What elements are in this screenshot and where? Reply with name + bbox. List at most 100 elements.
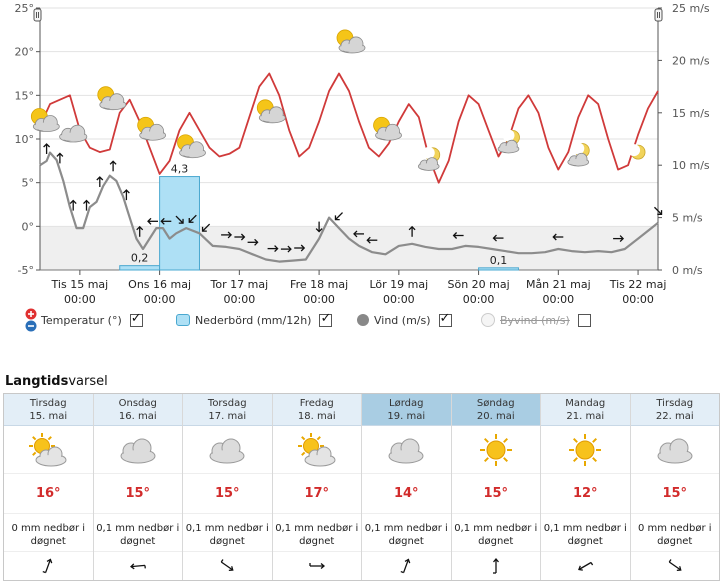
day-name: Tirsdag [656, 398, 694, 409]
day-date: 21. mai [566, 411, 605, 422]
scroll-handle-left[interactable] [33, 8, 42, 22]
sun-cloud-icon [4, 430, 93, 473]
day-date: 22. mai [655, 411, 694, 422]
forecast-day-card[interactable]: Onsdag 16. mai 15° 0,1 mm nedbør i døgnet [93, 394, 183, 580]
x-tick-label-time: 00:00 [224, 293, 256, 305]
cloud-icon [94, 430, 183, 473]
wind-direction-icon [451, 551, 540, 580]
forecast-day-card[interactable]: Søndag 20. mai 15° 0,1 mm nedbør i døgnet [451, 394, 541, 580]
x-tick-label-time: 00:00 [303, 293, 335, 305]
wind-direction-icon [362, 551, 451, 580]
day-temperature: 14° [362, 472, 451, 515]
moon-icon [628, 144, 646, 160]
wind-direction-icon [541, 551, 630, 580]
forecast-day-card[interactable]: Fredag 18. mai 17° 0,1 mm nedbør i døgnet [272, 394, 362, 580]
wind-direction-icon [272, 551, 361, 580]
wind-arrow-icon [267, 245, 279, 253]
y-tick-label-right: 20 m/s [672, 54, 710, 67]
chart-legend: Temperatur (°) Nederbörd (mm/12h) Vind (… [24, 308, 714, 338]
day-precip-line1: 0,1 mm nedbør i [364, 523, 448, 535]
legend-precip-label: Nederbörd (mm/12h) [195, 313, 312, 327]
cloud-icon [362, 430, 451, 473]
forecast-day-card[interactable]: Torsdag 17. mai 15° 0,1 mm nedbør i døgnet [183, 394, 273, 580]
wind-arrow-icon [136, 225, 144, 237]
day-temperature: 16° [4, 472, 93, 515]
wind-direction-icon [4, 551, 93, 580]
y-tick-label-left: 10° [15, 133, 35, 146]
day-precip-line1: 0,1 mm nedbør i [96, 523, 180, 535]
x-tick-label-time: 00:00 [383, 293, 415, 305]
day-precip-line2: døgnet [478, 536, 514, 548]
legend-wind[interactable]: Vind (m/s) [357, 308, 452, 332]
day-header: Lørdag 19. mai [362, 394, 451, 426]
longterm-title-rest: varsel [68, 374, 108, 389]
legend-temperature[interactable]: Temperatur (°) [24, 308, 143, 332]
wind-arrow-icon [201, 223, 211, 232]
wind-arrow-icon [188, 214, 197, 223]
wind-arrow-icon [56, 152, 64, 164]
longterm-title: Langtidsvarsel [5, 374, 108, 389]
wind-arrow-icon [654, 206, 663, 215]
moon-cloud-icon [417, 146, 441, 171]
wind-arrow-icon [69, 199, 77, 211]
wind-arrow-icon [613, 235, 625, 243]
x-tick-label-day: Tis 15 maj [51, 278, 109, 291]
x-tick-label-day: Tis 22 maj [609, 278, 667, 291]
cloud-icon [183, 430, 272, 473]
day-name: Torsdag [207, 398, 247, 409]
moon-cloud-icon [497, 129, 520, 154]
wind-arrow-icon [315, 221, 323, 233]
y-tick-label-left: 25° [15, 2, 35, 15]
forecast-day-card[interactable]: Mandag 21. mai 12° 0,1 mm nedbør i døgnet [541, 394, 631, 580]
day-temperature: 15° [93, 472, 182, 515]
sun-cloud-icon [30, 108, 60, 132]
scroll-handle-right[interactable] [654, 8, 663, 22]
day-temperature: 15° [451, 472, 540, 515]
wind-arrow-icon [109, 160, 117, 172]
sun-cloud-icon [97, 86, 127, 111]
legend-temperature-checkbox[interactable] [129, 311, 143, 327]
wind-arrow-icon [43, 143, 51, 154]
cloud-icon [59, 124, 88, 143]
y-tick-label-left: 0° [22, 220, 35, 233]
sun-icon [541, 430, 630, 473]
precip-bar-label: 0,1 [490, 254, 508, 267]
day-precip-line2: døgnet [209, 536, 245, 548]
y-tick-label-left: 5° [22, 177, 35, 190]
forecast-day-card[interactable]: Tirsdag 22. mai 15° 0 mm nedbør i døgnet [630, 394, 720, 580]
precip-bar-label: 4,3 [171, 163, 189, 176]
legend-precip[interactable]: Nederbörd (mm/12h) [176, 308, 333, 332]
day-precip-line1: 0,1 mm nedbør i [454, 523, 538, 535]
legend-temperature-label: Temperatur (°) [41, 313, 122, 327]
y-tick-label-left: 20° [15, 46, 35, 59]
legend-gust[interactable]: Byvind (m/s) [481, 308, 591, 332]
wind-swatch-icon [357, 314, 369, 326]
day-precip-line2: døgnet [120, 536, 156, 548]
wind-direction-icon [630, 551, 719, 580]
day-name: Fredag [299, 398, 334, 409]
day-precip-line2: døgnet [388, 536, 424, 548]
legend-gust-checkbox[interactable] [577, 313, 591, 327]
day-temperature: 17° [272, 472, 361, 515]
day-precipitation: 0 mm nedbør i døgnet [631, 514, 720, 551]
wind-arrow-icon [234, 233, 246, 241]
day-precipitation: 0,1 mm nedbør i døgnet [183, 514, 272, 551]
day-name: Onsdag [118, 398, 157, 409]
wind-arrow-icon [83, 199, 90, 211]
x-tick-label-time: 00:00 [463, 293, 495, 305]
x-tick-label-day: Lör 19 maj [369, 278, 428, 291]
x-tick-label-day: Mån 21 maj [526, 278, 591, 291]
legend-wind-checkbox[interactable] [438, 311, 452, 327]
sun-cloud-icon [273, 430, 362, 473]
day-name: Lørdag [389, 398, 424, 409]
legend-precip-checkbox[interactable] [319, 311, 333, 327]
precip-bar-label: 0,2 [131, 252, 149, 265]
day-precipitation: 0,1 mm nedbør i døgnet [94, 514, 183, 551]
y-tick-label-right: 0 m/s [672, 264, 703, 277]
forecast-day-card[interactable]: Lørdag 19. mai 14° 0,1 mm nedbør i døgnet [362, 394, 452, 580]
day-temperature: 12° [541, 472, 630, 515]
day-precipitation: 0,1 mm nedbør i døgnet [452, 514, 541, 551]
wind-arrow-icon [122, 189, 130, 201]
day-precip-line1: 0,1 mm nedbør i [185, 523, 269, 535]
forecast-day-card[interactable]: Tirsdag 15. mai 16° 0 mm nedbør i døgnet [4, 394, 94, 580]
